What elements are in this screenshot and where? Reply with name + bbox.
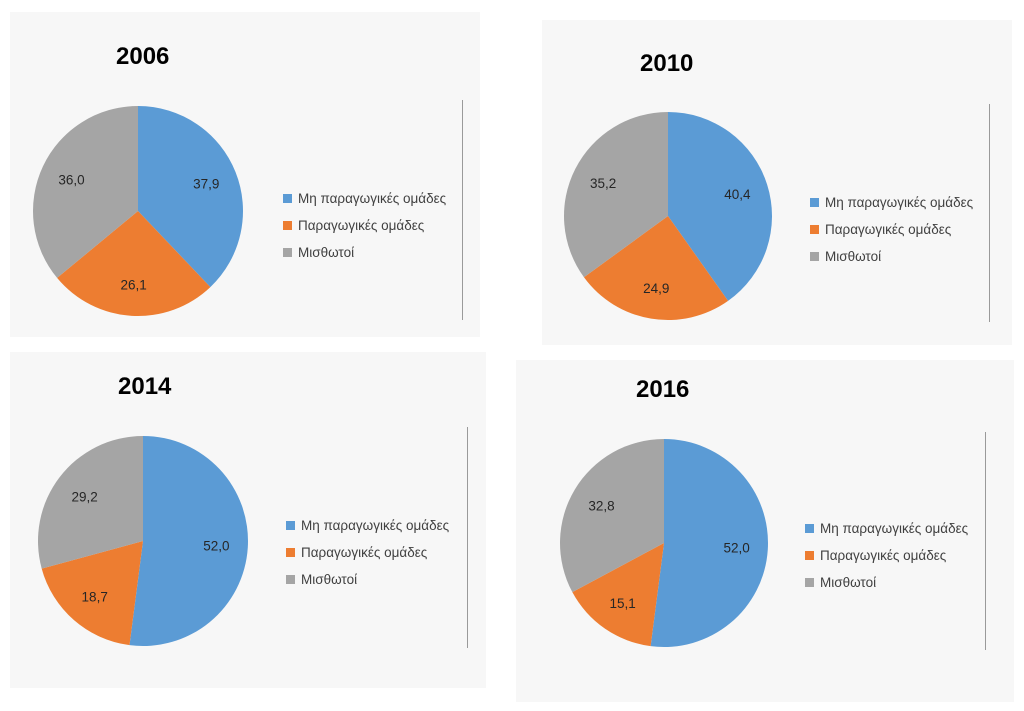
- pie-slice-productive: [572, 543, 664, 647]
- legend-swatch: [805, 524, 814, 533]
- legend-item-non-productive: Μη παραγωγικές ομάδες: [283, 185, 446, 212]
- pie-slice-non-productive: [129, 436, 248, 646]
- pie-chart: 37,9 26,1 36,0: [32, 106, 243, 316]
- legend-label: Μη παραγωγικές ομάδες: [298, 191, 447, 206]
- legend-item-productive: Παραγωγικές ομάδες: [810, 216, 973, 243]
- pie-slice-non-productive: [668, 112, 772, 301]
- pie-slice-non-productive: [138, 106, 243, 288]
- legend-label: Μισθωτοί: [298, 245, 355, 260]
- legend-label: Μη παραγωγικές ομάδες: [825, 195, 974, 210]
- data-label-non-productive: 52,0: [203, 539, 229, 554]
- legend-label: Παραγωγικές ομάδες: [301, 545, 428, 560]
- data-label-employees: 35,2: [590, 176, 616, 191]
- data-label-non-productive: 37,9: [193, 177, 219, 192]
- pie-slice-productive: [57, 211, 211, 316]
- legend-item-non-productive: Μη παραγωγικές ομάδες: [286, 512, 449, 539]
- data-label-productive: 18,7: [82, 589, 108, 604]
- legend-swatch: [805, 551, 814, 560]
- chart-divider: [467, 427, 468, 648]
- pie-chart: 40,4 24,9 35,2: [564, 112, 772, 320]
- chart-title: 2014: [118, 373, 172, 400]
- chart-legend: Μη παραγωγικές ομάδες Παραγωγικές ομάδες Μ…: [810, 189, 973, 270]
- legend-label: Μισθωτοί: [301, 572, 358, 587]
- chart-title: 2010: [640, 50, 694, 77]
- legend-item-non-productive: Μη παραγωγικές ομάδες: [810, 189, 973, 216]
- legend-label: Παραγωγικές ομάδες: [825, 222, 952, 237]
- data-label-employees: 36,0: [58, 173, 84, 188]
- legend-item-productive: Παραγωγικές ομάδες: [286, 539, 449, 566]
- legend-swatch: [286, 575, 295, 584]
- legend-swatch: [810, 225, 819, 234]
- data-label-productive: 26,1: [120, 277, 146, 292]
- chart-divider: [985, 432, 986, 650]
- pie-chart: 52,0 18,7 29,2: [37, 436, 248, 646]
- legend-item-non-productive: Μη παραγωγικές ομάδες: [805, 515, 968, 542]
- legend-label: Μη παραγωγικές ομάδες: [820, 521, 969, 536]
- data-label-employees: 32,8: [588, 499, 614, 514]
- legend-item-employees: Μισθωτοί: [286, 566, 449, 593]
- chart-title: 2016: [636, 376, 690, 403]
- legend-swatch: [286, 521, 295, 530]
- legend-swatch: [286, 548, 295, 557]
- pie-slice-non-productive: [650, 439, 768, 647]
- chart-divider: [462, 100, 463, 320]
- legend-swatch: [805, 578, 814, 587]
- pie-slice-employees: [560, 439, 664, 593]
- pie-slice-productive: [41, 541, 144, 646]
- legend-item-employees: Μισθωτοί: [810, 243, 973, 270]
- chart-divider: [989, 104, 990, 322]
- legend-swatch: [810, 198, 819, 207]
- legend-label: Παραγωγικές ομάδες: [298, 218, 425, 233]
- legend-swatch: [283, 221, 292, 230]
- legend-item-productive: Παραγωγικές ομάδες: [805, 542, 968, 569]
- pie-slice-employees: [37, 436, 143, 569]
- pie-chart: 52,0 15,1 32,8: [560, 439, 768, 647]
- data-label-non-productive: 40,4: [724, 187, 751, 202]
- data-label-productive: 24,9: [643, 281, 669, 296]
- pie-slice-productive: [583, 216, 729, 320]
- legend-item-employees: Μισθωτοί: [283, 239, 446, 266]
- chart-legend: Μη παραγωγικές ομάδες Παραγωγικές ομάδες Μ…: [283, 185, 446, 266]
- data-label-productive: 15,1: [610, 596, 636, 611]
- legend-label: Μισθωτοί: [820, 575, 877, 590]
- data-label-non-productive: 52,0: [724, 541, 750, 556]
- chart-legend: Μη παραγωγικές ομάδες Παραγωγικές ομάδες Μ…: [805, 515, 968, 596]
- legend-label: Παραγωγικές ομάδες: [820, 548, 947, 563]
- legend-item-employees: Μισθωτοί: [805, 569, 968, 596]
- legend-swatch: [283, 194, 292, 203]
- pie-slice-employees: [32, 106, 138, 278]
- chart-title: 2006: [116, 43, 170, 70]
- legend-label: Μη παραγωγικές ομάδες: [301, 518, 450, 533]
- legend-label: Μισθωτοί: [825, 249, 882, 264]
- legend-swatch: [283, 248, 292, 257]
- pie-slice-employees: [564, 112, 668, 278]
- legend-swatch: [810, 252, 819, 261]
- chart-legend: Μη παραγωγικές ομάδες Παραγωγικές ομάδες Μ…: [286, 512, 449, 593]
- legend-item-productive: Παραγωγικές ομάδες: [283, 212, 446, 239]
- data-label-employees: 29,2: [71, 489, 97, 504]
